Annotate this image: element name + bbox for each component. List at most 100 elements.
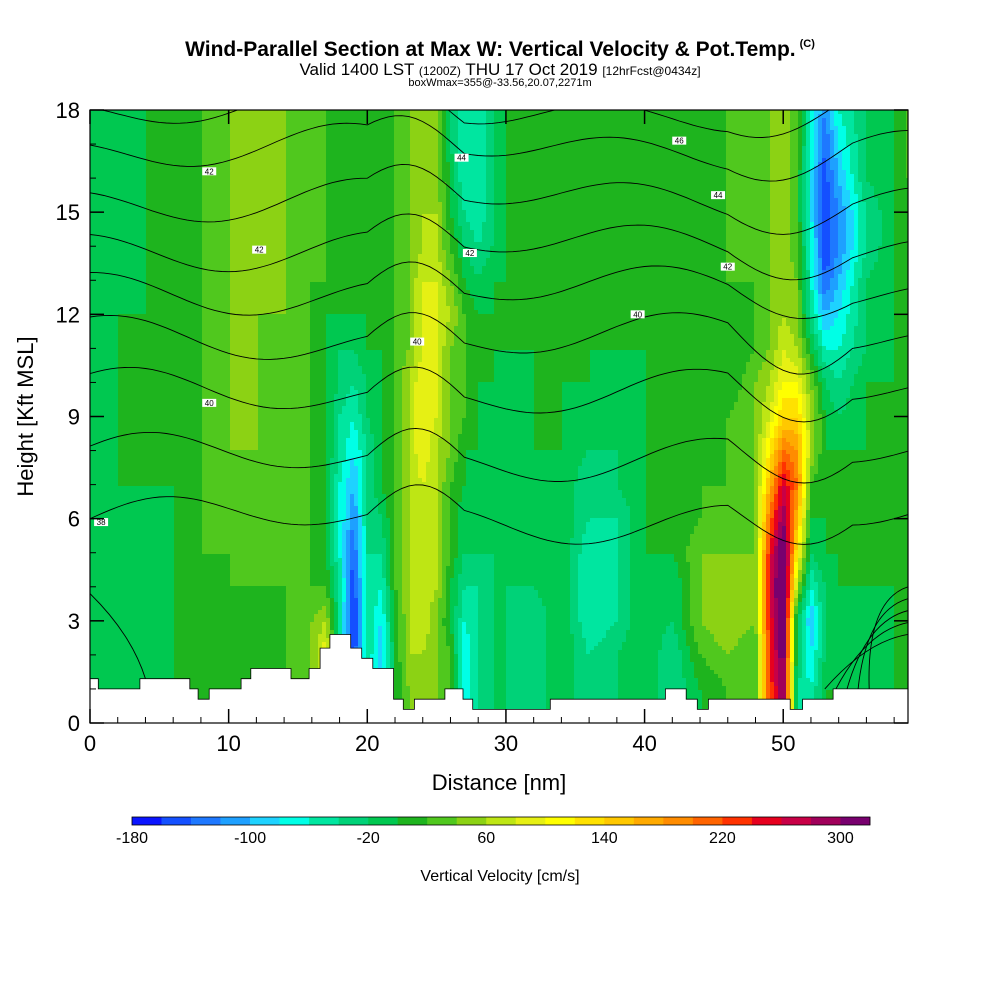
velocity-cell: [790, 182, 795, 187]
velocity-cell: [498, 190, 503, 195]
velocity-cell: [522, 138, 527, 143]
velocity-cell: [334, 158, 339, 163]
velocity-cell: [614, 174, 619, 179]
velocity-cell: [430, 138, 435, 143]
velocity-cell: [806, 146, 811, 151]
velocity-cell: [846, 134, 851, 139]
velocity-cell: [686, 158, 691, 163]
velocity-cell: [462, 150, 467, 155]
velocity-cell: [774, 150, 779, 155]
velocity-cell: [426, 110, 431, 115]
velocity-cell: [402, 166, 407, 171]
velocity-cell: [742, 150, 747, 155]
velocity-cell: [114, 142, 119, 147]
velocity-cell: [346, 206, 351, 211]
velocity-cell: [610, 174, 615, 179]
velocity-cell: [290, 170, 295, 175]
velocity-cell: [266, 158, 271, 163]
velocity-cell: [118, 146, 123, 151]
velocity-cell: [110, 166, 115, 171]
velocity-cell: [266, 114, 271, 119]
velocity-cell: [378, 126, 383, 131]
velocity-cell: [490, 130, 495, 135]
velocity-cell: [890, 154, 895, 159]
velocity-cell: [530, 202, 535, 207]
velocity-cell: [142, 110, 147, 115]
velocity-cell: [658, 138, 663, 143]
velocity-cell: [750, 182, 755, 187]
velocity-cell: [154, 126, 159, 131]
velocity-cell: [706, 178, 711, 183]
velocity-cell: [474, 162, 479, 167]
velocity-cell: [354, 178, 359, 183]
velocity-cell: [654, 146, 659, 151]
velocity-cell: [126, 126, 131, 131]
velocity-cell: [870, 158, 875, 163]
velocity-cell: [422, 154, 427, 159]
velocity-cell: [142, 162, 147, 167]
velocity-cell: [438, 110, 443, 115]
velocity-cell: [694, 170, 699, 175]
velocity-cell: [274, 162, 279, 167]
velocity-cell: [210, 114, 215, 119]
velocity-cell: [174, 118, 179, 123]
velocity-cell: [686, 190, 691, 195]
velocity-cell: [234, 142, 239, 147]
velocity-cell: [166, 122, 171, 127]
velocity-cell: [670, 166, 675, 171]
velocity-cell: [162, 170, 167, 175]
velocity-cell: [254, 130, 259, 135]
velocity-cell: [746, 198, 751, 203]
velocity-cell: [826, 122, 831, 127]
velocity-cell: [126, 166, 131, 171]
velocity-cell: [654, 126, 659, 131]
velocity-cell: [510, 154, 515, 159]
velocity-cell: [794, 182, 799, 187]
velocity-cell: [578, 190, 583, 195]
velocity-cell: [794, 130, 799, 135]
velocity-cell: [906, 130, 908, 135]
velocity-cell: [110, 206, 115, 211]
velocity-cell: [698, 110, 703, 115]
velocity-cell: [890, 162, 895, 167]
velocity-cell: [586, 114, 591, 119]
velocity-cell: [374, 118, 379, 123]
velocity-cell: [210, 146, 215, 151]
velocity-cell: [898, 162, 903, 167]
velocity-cell: [878, 130, 883, 135]
velocity-cell: [638, 174, 643, 179]
velocity-cell: [634, 142, 639, 147]
velocity-cell: [710, 182, 715, 187]
velocity-cell: [726, 190, 731, 195]
velocity-cell: [810, 194, 815, 199]
velocity-cell: [602, 158, 607, 163]
velocity-cell: [766, 170, 771, 175]
velocity-cell: [362, 154, 367, 159]
velocity-cell: [574, 198, 579, 203]
velocity-cell: [478, 154, 483, 159]
velocity-cell: [274, 206, 279, 211]
velocity-cell: [190, 166, 195, 171]
velocity-cell: [606, 170, 611, 175]
velocity-cell: [810, 186, 815, 191]
velocity-cell: [594, 182, 599, 187]
velocity-cell: [178, 118, 183, 123]
velocity-cell: [326, 114, 331, 119]
velocity-cell: [694, 150, 699, 155]
velocity-cell: [342, 122, 347, 127]
velocity-cell: [418, 114, 423, 119]
velocity-cell: [98, 138, 103, 143]
velocity-cell: [522, 170, 527, 175]
velocity-cell: [494, 134, 499, 139]
velocity-cell: [386, 202, 391, 207]
velocity-cell: [586, 190, 591, 195]
velocity-cell: [326, 142, 331, 147]
velocity-cell: [582, 174, 587, 179]
velocity-cell: [290, 186, 295, 191]
velocity-cell: [870, 126, 875, 131]
velocity-cell: [482, 126, 487, 131]
velocity-cell: [810, 110, 815, 115]
velocity-cell: [570, 166, 575, 171]
velocity-cell: [694, 146, 699, 151]
velocity-cell: [602, 146, 607, 151]
